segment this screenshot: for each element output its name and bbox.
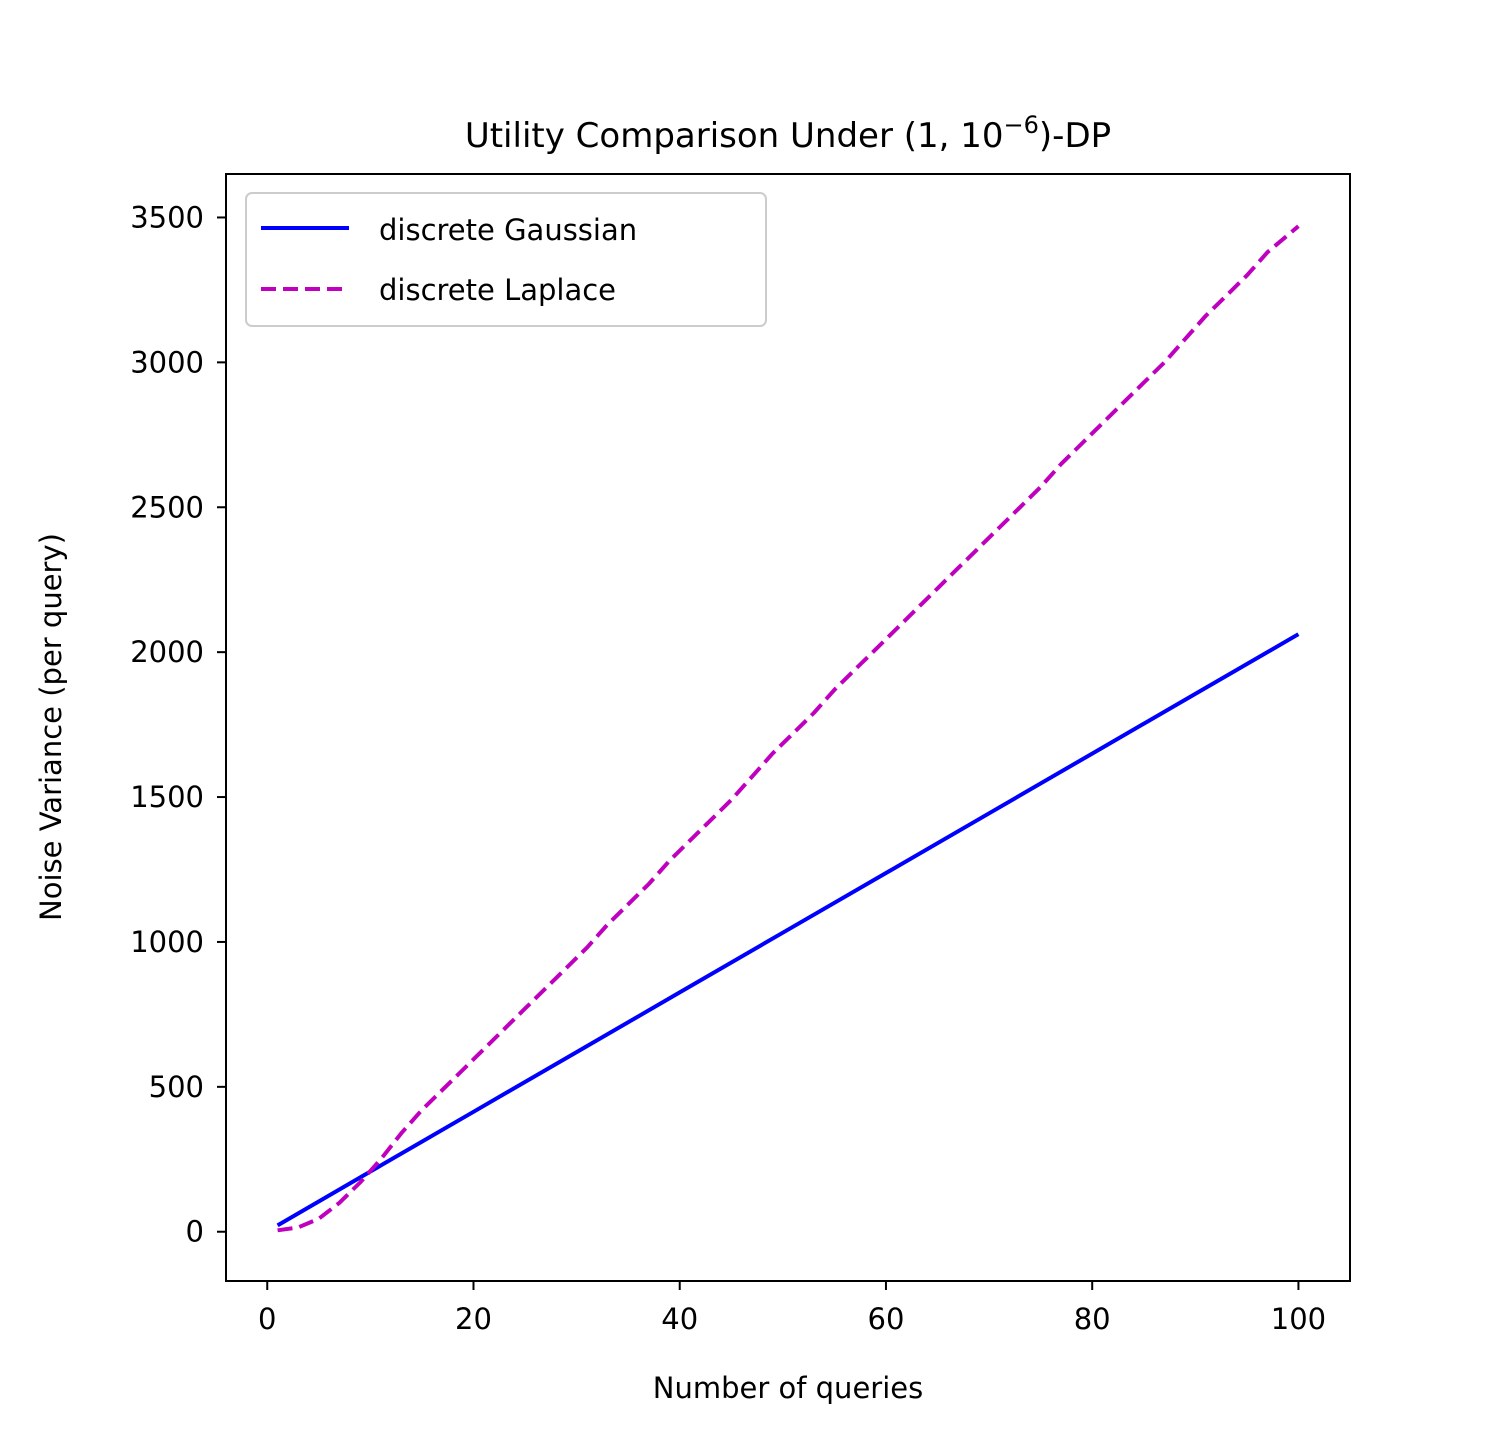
y-tick-label: 2000: [130, 635, 204, 669]
legend-box: [245, 192, 767, 327]
x-axis-label: Number of queries: [653, 1371, 923, 1405]
chart-title: Utility Comparison Under (1, 10−6)-DP: [465, 111, 1111, 156]
legend: discrete Gaussian discrete Laplace: [245, 192, 767, 327]
y-tick-label: 0: [186, 1215, 204, 1249]
y-axis: 0 500 1000 1500 2000 2500 3000 3500: [130, 200, 226, 1249]
legend-label-gaussian: discrete Gaussian: [379, 213, 637, 247]
y-tick-label: 2500: [130, 490, 204, 524]
y-tick-label: 3500: [130, 200, 204, 234]
x-tick-label: 0: [258, 1302, 276, 1336]
y-tick-label: 1500: [130, 780, 204, 814]
legend-label-laplace: discrete Laplace: [379, 273, 616, 307]
x-tick-label: 20: [455, 1302, 492, 1336]
x-tick-label: 40: [661, 1302, 698, 1336]
series-line-gaussian: [276, 632, 1300, 1228]
y-tick-label: 3000: [130, 345, 204, 379]
x-tick-label: 80: [1074, 1302, 1111, 1336]
x-tick-label: 60: [868, 1302, 905, 1336]
series-line-laplace: [277, 224, 1300, 1233]
y-axis-label: Noise Variance (per query): [34, 533, 68, 921]
x-axis: 0 20 40 60 80 100: [258, 1281, 1326, 1336]
x-tick-label: 100: [1271, 1302, 1326, 1336]
y-tick-label: 500: [149, 1070, 204, 1104]
plot-area: [276, 224, 1300, 1233]
y-tick-label: 1000: [130, 925, 204, 959]
axes-frame: [225, 173, 1351, 1282]
